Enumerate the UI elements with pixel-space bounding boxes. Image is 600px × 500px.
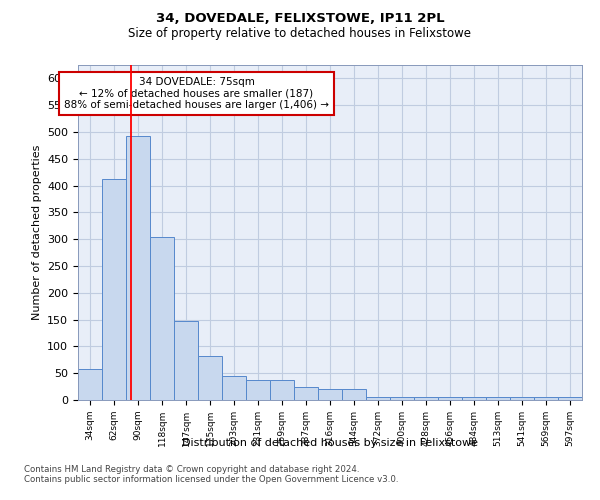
Bar (198, 356, 222, 400)
Bar (318, 390, 342, 400)
Bar (174, 320, 198, 400)
Text: 34 DOVEDALE: 75sqm
← 12% of detached houses are smaller (187)
88% of semi-detach: 34 DOVEDALE: 75sqm ← 12% of detached hou… (64, 76, 329, 110)
Bar (558, 398, 582, 400)
Bar (366, 398, 390, 400)
Bar (438, 398, 462, 400)
Text: 34, DOVEDALE, FELIXSTOWE, IP11 2PL: 34, DOVEDALE, FELIXSTOWE, IP11 2PL (155, 12, 445, 26)
Bar (390, 398, 414, 400)
Bar (510, 398, 534, 400)
Text: Size of property relative to detached houses in Felixstowe: Size of property relative to detached ho… (128, 28, 472, 40)
Bar (78, 370, 102, 400)
Y-axis label: Number of detached properties: Number of detached properties (32, 145, 41, 320)
Bar (270, 380, 294, 400)
Bar (414, 398, 438, 400)
Bar (126, 136, 150, 400)
Bar (486, 398, 510, 400)
Bar (462, 398, 486, 400)
Bar (534, 398, 558, 400)
Bar (222, 376, 246, 400)
Bar (150, 236, 174, 400)
Bar (342, 390, 366, 400)
Text: Contains HM Land Registry data © Crown copyright and database right 2024.
Contai: Contains HM Land Registry data © Crown c… (24, 465, 398, 484)
Bar (294, 386, 318, 400)
Bar (246, 380, 270, 400)
Text: Distribution of detached houses by size in Felixstowe: Distribution of detached houses by size … (182, 438, 478, 448)
Bar (102, 178, 126, 400)
